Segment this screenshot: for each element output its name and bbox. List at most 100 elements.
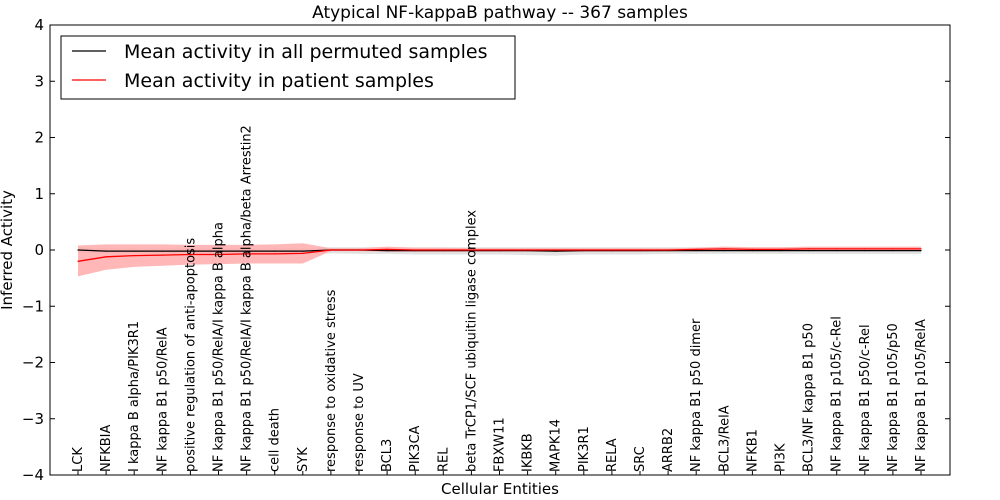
data-point xyxy=(386,250,388,252)
y-tick-label: −1 xyxy=(22,297,44,315)
x-category-label: MAPK14 xyxy=(549,419,564,472)
data-point xyxy=(808,248,810,250)
x-category-label: NFKBIA xyxy=(99,425,114,472)
data-point xyxy=(695,248,697,250)
data-point xyxy=(836,250,838,252)
data-point xyxy=(302,250,304,252)
y-tick-label: −2 xyxy=(22,354,44,372)
data-point xyxy=(302,252,304,254)
data-point xyxy=(133,250,135,252)
x-category-label: NF kappa B1 p50/RelA/I kappa B alpha xyxy=(212,222,227,472)
data-point xyxy=(527,249,529,251)
x-category-label: BCL3/RelA xyxy=(717,405,732,472)
x-category-label: NF kappa B1 p50 dimer xyxy=(689,318,704,472)
y-tick-label: −3 xyxy=(22,410,44,428)
data-point xyxy=(330,249,332,251)
x-category-label: NF kappa B1 p105/p50 xyxy=(886,323,901,472)
x-category-label: cell death xyxy=(268,408,283,472)
data-point xyxy=(555,250,557,252)
data-point xyxy=(808,250,810,252)
data-point xyxy=(105,256,107,258)
data-point xyxy=(892,248,894,250)
x-category-label: response to oxidative stress xyxy=(324,289,339,472)
y-tick-label: −4 xyxy=(22,466,44,484)
data-point xyxy=(274,250,276,252)
data-point xyxy=(864,250,866,252)
y-tick-label: 1 xyxy=(34,185,44,203)
y-axis-title: Inferred Activity xyxy=(0,190,16,310)
x-category-label: SRC xyxy=(633,446,648,472)
x-category-label: ARRB2 xyxy=(661,428,676,472)
data-point xyxy=(723,248,725,250)
legend-label-permuted: Mean activity in all permuted samples xyxy=(124,41,487,63)
x-category-label: positive regulation of anti-apoptosis xyxy=(183,238,198,472)
y-tick-label: 0 xyxy=(34,241,44,259)
data-point xyxy=(105,250,107,252)
data-point xyxy=(751,250,754,252)
data-point xyxy=(189,250,191,252)
data-point xyxy=(470,249,472,251)
x-category-label: IKBKB xyxy=(521,433,536,472)
y-axis-ticks: −4 −3 −2 −1 0 1 2 3 4 xyxy=(22,16,950,484)
plot-frame xyxy=(49,24,951,476)
x-category-label: NF kappa B1 p50/c-Rel xyxy=(858,324,873,472)
x-category-label: REL xyxy=(436,447,451,472)
data-point xyxy=(920,250,922,252)
data-point xyxy=(639,249,641,251)
y-tick-label: 4 xyxy=(34,16,44,34)
x-category-label: RELA xyxy=(605,438,620,472)
data-point xyxy=(555,249,557,251)
data-point xyxy=(779,248,782,250)
x-category-label: NF kappa B1 p105/c-Rel xyxy=(830,316,845,472)
x-category-label: FBXW11 xyxy=(493,417,508,472)
data-point xyxy=(667,249,669,251)
data-point xyxy=(751,248,754,250)
confidence-bands xyxy=(78,243,921,277)
y-tick-label: 2 xyxy=(34,129,44,147)
data-point xyxy=(498,249,501,251)
x-category-label: NF kappa B1 p105/RelA xyxy=(914,319,929,472)
data-point xyxy=(217,253,220,256)
chart-title: Atypical NF-kappaB pathway -- 367 sample… xyxy=(312,3,688,23)
data-point xyxy=(442,249,444,251)
x-category-label: PIK3R1 xyxy=(577,426,592,472)
series-lines xyxy=(77,248,922,262)
legend: Mean activity in all permuted samples Me… xyxy=(60,35,516,100)
x-axis-title: Cellular Entities xyxy=(441,480,559,498)
data-point xyxy=(274,253,276,255)
data-point xyxy=(358,249,360,251)
x-category-label: LCK xyxy=(71,447,86,472)
y-tick-label: 3 xyxy=(34,72,44,90)
x-category-label: BCL3 xyxy=(380,439,395,472)
data-point xyxy=(920,248,922,250)
data-point xyxy=(133,255,135,257)
x-category-label: response to UV xyxy=(352,373,367,472)
data-point xyxy=(611,249,613,251)
data-point xyxy=(161,250,163,252)
data-point xyxy=(583,249,585,251)
data-point xyxy=(189,253,191,256)
data-point xyxy=(695,250,697,252)
data-point xyxy=(77,249,79,251)
data-point xyxy=(723,250,725,252)
x-category-label: beta TrCP1/SCF ubiquitin ligase complex xyxy=(464,210,479,472)
data-point xyxy=(161,254,163,256)
data-point xyxy=(386,248,388,250)
x-category-label: SYK xyxy=(296,447,311,472)
data-point xyxy=(246,250,248,252)
x-category-labels: LCK NFKBIA I kappa B alpha/PIK3R1 NF kappa … xyxy=(71,125,929,475)
x-category-label: PIK3CA xyxy=(408,425,423,472)
data-point xyxy=(892,250,894,252)
data-point xyxy=(414,249,416,251)
data-point xyxy=(864,248,866,250)
legend-label-patient: Mean activity in patient samples xyxy=(124,70,434,92)
x-category-label: BCL3/NF kappa B1 p50 xyxy=(802,323,817,472)
data-point xyxy=(77,260,79,262)
x-category-label: NFKB1 xyxy=(745,429,760,472)
x-category-label: I kappa B alpha/PIK3R1 xyxy=(127,321,142,472)
x-category-label: NF kappa B1 p50/RelA/I kappa B alpha/bet… xyxy=(240,125,255,472)
x-category-label: PI3K xyxy=(774,443,789,472)
data-point xyxy=(779,250,782,252)
data-point xyxy=(217,250,220,252)
data-point xyxy=(836,248,838,250)
